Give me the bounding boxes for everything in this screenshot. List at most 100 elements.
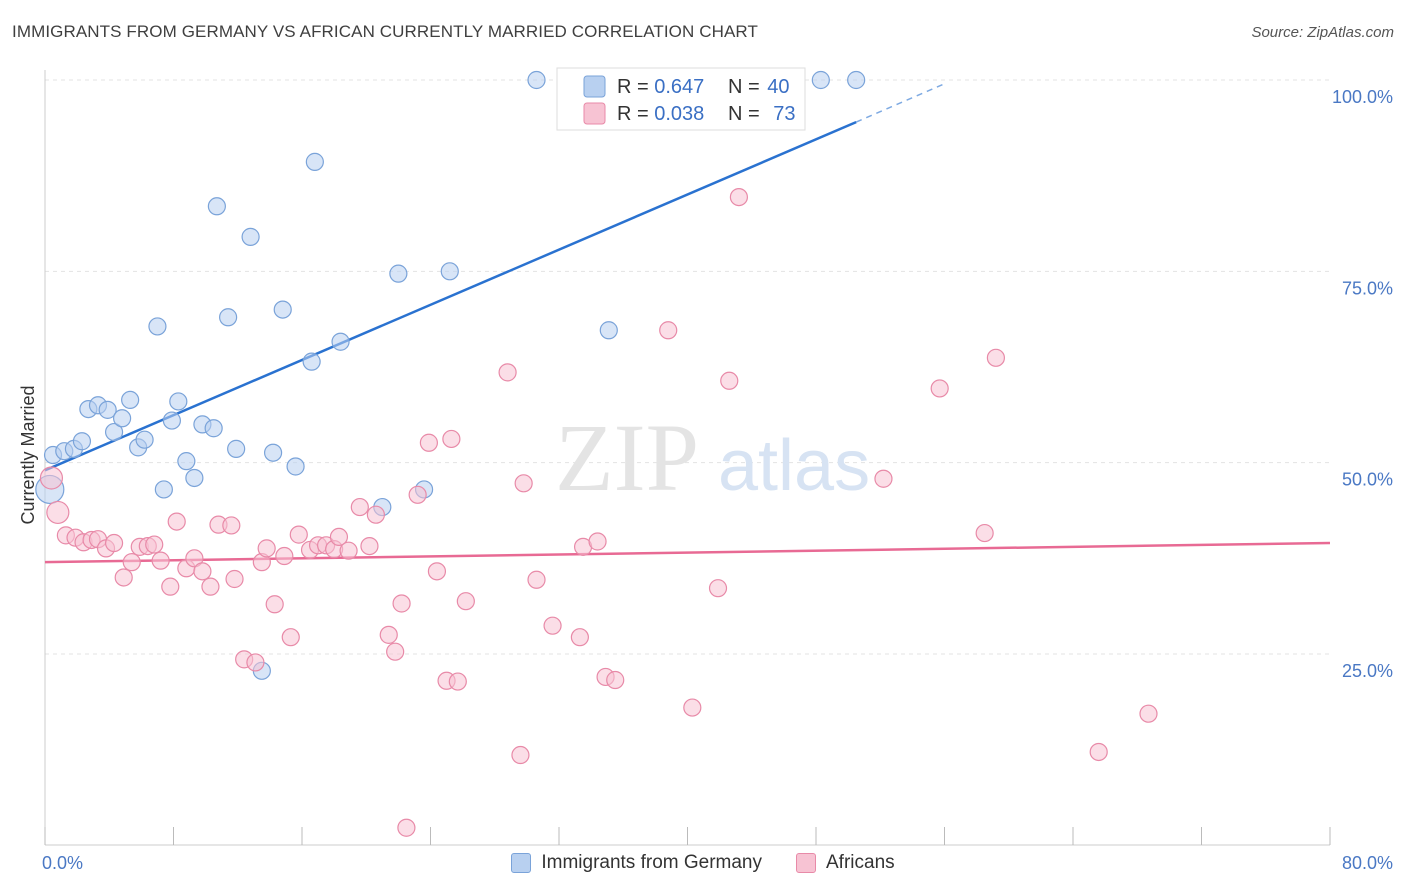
africans-label: Africans [826, 852, 895, 873]
point-africans [514, 474, 533, 493]
point-germany [104, 422, 124, 442]
point-africans [442, 429, 461, 449]
legend-swatch-germany [583, 75, 606, 98]
point-germany [286, 457, 305, 476]
point-africans [329, 527, 349, 547]
point-germany [148, 317, 167, 336]
point-africans [1139, 704, 1158, 723]
point-africans [265, 595, 284, 614]
trend-line-germany [44, 120, 857, 472]
point-africans [167, 512, 186, 531]
source-credit: Source: ZipAtlas.com [1251, 24, 1394, 41]
point-germany [599, 321, 618, 340]
bottom-legend-germany: Immigrants from Germany [511, 852, 762, 874]
legend-r-label: R = [617, 76, 654, 98]
y-tick-label: 50.0% [1342, 470, 1393, 490]
point-germany [331, 332, 350, 351]
germany-swatch [511, 853, 532, 873]
point-africans [222, 516, 241, 535]
point-africans [408, 485, 427, 504]
legend-r-label: R = [617, 103, 654, 125]
point-africans [606, 670, 625, 690]
point-africans [185, 549, 204, 568]
point-germany [154, 480, 173, 499]
y-tick-label: 25.0% [1342, 661, 1393, 681]
point-germany [207, 197, 226, 216]
point-africans [720, 371, 739, 390]
x-tick-label: 80.0% [1342, 853, 1393, 873]
point-africans [448, 672, 467, 691]
point-africans [275, 546, 294, 566]
point-germany [527, 70, 546, 90]
point-africans [498, 363, 517, 382]
y-tick-label: 75.0% [1342, 278, 1393, 298]
chart-title: IMMIGRANTS FROM GERMANY VS AFRICAN CURRE… [12, 22, 758, 41]
point-africans [161, 577, 180, 596]
point-africans [543, 616, 562, 635]
point-africans [281, 628, 300, 647]
point-germany [72, 432, 92, 451]
point-germany [185, 468, 204, 488]
legend: R = 0.647 N = 40 R = 0.038 N = 73 [556, 67, 806, 131]
point-africans [570, 628, 589, 647]
legend-n-value: 40 [767, 76, 789, 98]
point-africans [456, 592, 475, 611]
zipatlas-watermark: ZIP atlas [555, 404, 870, 511]
point-africans [366, 505, 385, 524]
point-africans [360, 536, 379, 556]
point-germany [98, 400, 117, 419]
tick-labels: 25.0% 50.0% 75.0% 100.0% 0.0% 80.0% [42, 87, 1393, 873]
point-africans [397, 818, 416, 837]
point-africans [683, 698, 702, 717]
point-germany [241, 227, 260, 246]
gridlines [45, 79, 1330, 655]
germany-label: Immigrants from Germany [541, 852, 762, 873]
point-africans [527, 570, 546, 589]
legend-n-value: 73 [773, 103, 795, 125]
y-tick-label: 100.0% [1332, 87, 1393, 107]
point-africans [104, 533, 124, 553]
point-africans [257, 539, 276, 558]
point-africans [874, 469, 893, 488]
y-axis-label: Currently Married [18, 385, 38, 524]
point-africans [114, 568, 133, 587]
watermark-zip: ZIP [555, 404, 699, 511]
point-germany [227, 439, 246, 458]
point-africans [39, 466, 64, 490]
legend-r-value: 0.647 [654, 76, 704, 98]
point-africans [289, 525, 308, 544]
point-germany [305, 152, 324, 171]
point-germany [389, 264, 408, 283]
point-germany [440, 262, 459, 281]
point-africans [930, 379, 949, 398]
point-africans [659, 321, 678, 340]
point-africans [729, 187, 749, 207]
point-africans [975, 523, 994, 543]
svg-text:N = 40: N = 40 [728, 76, 790, 98]
point-africans [122, 553, 141, 572]
point-africans [708, 579, 728, 598]
point-germany [811, 70, 830, 90]
point-africans [350, 497, 369, 517]
legend-r-value: 0.038 [654, 103, 704, 125]
svg-text:N = 73: N = 73 [728, 103, 796, 125]
point-africans [427, 562, 447, 581]
point-africans [193, 562, 212, 581]
svg-text:R = 0.038: R = 0.038 [617, 103, 704, 125]
point-africans [225, 569, 244, 589]
point-germany [135, 430, 154, 449]
point-africans [379, 625, 398, 644]
watermark-atlas: atlas [718, 426, 870, 506]
point-germany [273, 300, 292, 319]
point-germany [162, 411, 181, 430]
point-africans [1089, 742, 1108, 762]
point-africans [386, 642, 405, 661]
point-germany [112, 409, 132, 428]
point-africans [246, 653, 265, 672]
point-germany [263, 443, 283, 462]
point-germany [121, 390, 140, 410]
point-germany [219, 308, 238, 327]
point-africans [145, 535, 164, 554]
point-africans [986, 348, 1006, 367]
